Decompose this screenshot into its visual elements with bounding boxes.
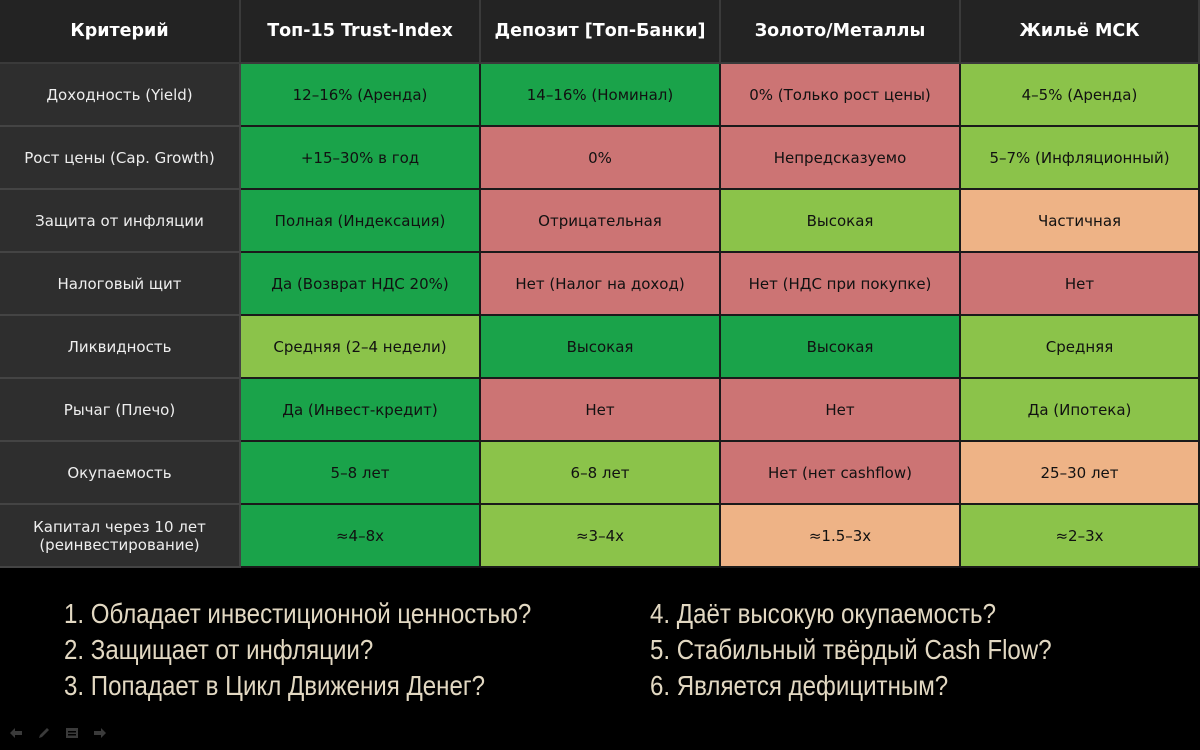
criterion-capital-10y: Капитал через 10 лет (реинвестирование)	[0, 505, 241, 568]
table-cell: 6–8 лет	[481, 442, 721, 505]
table-cell: Нет	[481, 379, 721, 442]
table-cell: Да (Ипотека)	[961, 379, 1200, 442]
table-cell: Да (Инвест-кредит)	[241, 379, 481, 442]
table-cell: 12–16% (Аренда)	[241, 64, 481, 127]
table-cell: ≈4–8x	[241, 505, 481, 568]
table-cell: Высокая	[721, 190, 961, 253]
table-cell: Высокая	[481, 316, 721, 379]
table-cell: Частичная	[961, 190, 1200, 253]
table-cell: Средняя (2–4 недели)	[241, 316, 481, 379]
questions-column-right: 4. Даёт высокую окупаемость? 5. Стабильн…	[650, 596, 1117, 704]
criterion-cap-growth: Рост цены (Cap. Growth)	[0, 127, 241, 190]
table-cell: ≈2–3x	[961, 505, 1200, 568]
table-cell: Нет (нет cashflow)	[721, 442, 961, 505]
table-cell: Нет	[721, 379, 961, 442]
question-item: 3. Попадает в Цикл Движения Денег?	[64, 670, 486, 701]
table-cell: Отрицательная	[481, 190, 721, 253]
table-cell: 0% (Только рост цены)	[721, 64, 961, 127]
table-cell: Средняя	[961, 316, 1200, 379]
header-housing: Жильё МСК	[961, 0, 1200, 64]
criterion-payback: Окупаемость	[0, 442, 241, 505]
header-criterion: Критерий	[0, 0, 241, 64]
question-item: 4. Даёт высокую окупаемость?	[650, 598, 997, 629]
slides-menu-icon[interactable]	[64, 725, 80, 741]
table-cell: Нет (Налог на доход)	[481, 253, 721, 316]
table-cell: ≈1.5–3x	[721, 505, 961, 568]
criterion-inflation-protection: Защита от инфляции	[0, 190, 241, 253]
forward-arrow-icon[interactable]	[92, 725, 108, 741]
questions-list: 1. Обладает инвестиционной ценностью? 2.…	[0, 596, 1200, 716]
table-cell: 25–30 лет	[961, 442, 1200, 505]
table-cell: Нет (НДС при покупке)	[721, 253, 961, 316]
table-cell: ≈3–4x	[481, 505, 721, 568]
comparison-table: Критерий Топ-15 Trust-Index Депозит [Топ…	[0, 0, 1200, 568]
table-cell: 5–7% (Инфляционный)	[961, 127, 1200, 190]
pen-icon[interactable]	[36, 725, 52, 741]
criterion-yield: Доходность (Yield)	[0, 64, 241, 127]
table-cell: 14–16% (Номинал)	[481, 64, 721, 127]
table-cell: Непредсказуемо	[721, 127, 961, 190]
back-arrow-icon[interactable]	[8, 725, 24, 741]
header-deposit: Депозит [Топ-Банки]	[481, 0, 721, 64]
table-cell: Да (Возврат НДС 20%)	[241, 253, 481, 316]
table-cell: 4–5% (Аренда)	[961, 64, 1200, 127]
question-item: 6. Является дефицитным?	[650, 670, 949, 701]
table-cell: 0%	[481, 127, 721, 190]
table-cell: Полная (Индексация)	[241, 190, 481, 253]
slideshow-toolbar	[8, 724, 108, 742]
criterion-liquidity: Ликвидность	[0, 316, 241, 379]
table-cell: Высокая	[721, 316, 961, 379]
header-gold: Золото/Металлы	[721, 0, 961, 64]
questions-column-left: 1. Обладает инвестиционной ценностью? 2.…	[64, 596, 607, 704]
question-item: 2. Защищает от инфляции?	[64, 634, 374, 665]
question-item: 1. Обладает инвестиционной ценностью?	[64, 598, 532, 629]
question-item: 5. Стабильный твёрдый Cash Flow?	[650, 634, 1052, 665]
criterion-leverage: Рычаг (Плечо)	[0, 379, 241, 442]
table-cell: +15–30% в год	[241, 127, 481, 190]
table-cell: Нет	[961, 253, 1200, 316]
table-cell: 5–8 лет	[241, 442, 481, 505]
criterion-tax-shield: Налоговый щит	[0, 253, 241, 316]
header-trust-index: Топ-15 Trust-Index	[241, 0, 481, 64]
